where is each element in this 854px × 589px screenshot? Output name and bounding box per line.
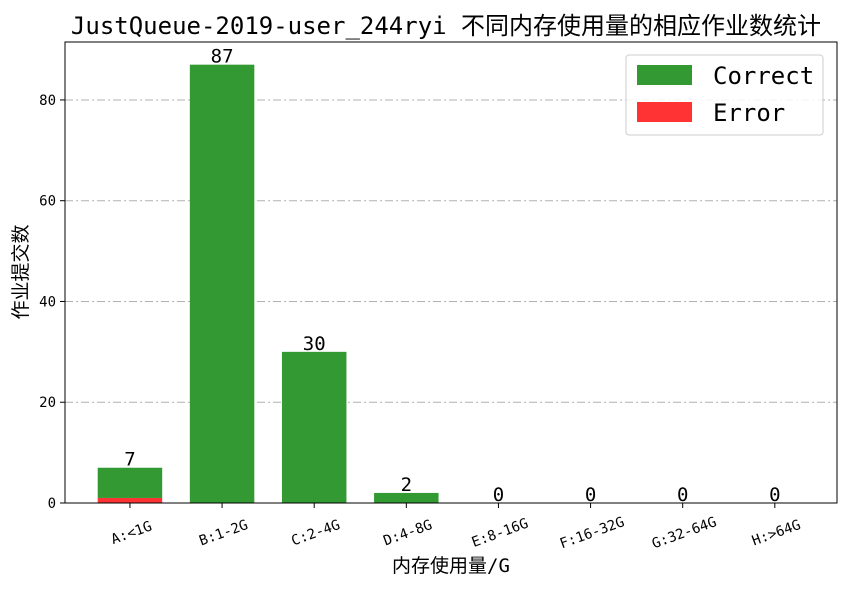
bar-value-label: 2 <box>401 474 412 496</box>
y-tick-label: 40 <box>39 294 56 310</box>
y-axis-ticks: 0 20 40 60 80 <box>39 93 65 512</box>
x-tick-label: G:32-64G <box>650 514 719 552</box>
bar-value-label: 7 <box>124 449 135 471</box>
bar-correct <box>281 351 347 503</box>
bar-value-label: 0 <box>493 484 504 506</box>
bar-value-label: 87 <box>211 46 234 68</box>
bar-correct <box>97 467 163 498</box>
x-tick-label: D:4-8G <box>381 517 434 549</box>
y-tick-label: 60 <box>39 194 56 210</box>
bar-correct <box>189 64 255 504</box>
bar-correct <box>374 492 439 503</box>
legend-label-correct: Correct <box>713 62 814 90</box>
x-tick-label: A:<1G <box>109 519 154 548</box>
x-tick-label: F:16-32G <box>558 514 627 552</box>
y-tick-label: 20 <box>39 395 56 411</box>
legend-swatch-error <box>637 102 692 122</box>
data-labels: 7 87 30 2 0 0 0 0 <box>124 46 780 506</box>
y-axis-label: 作业提交数 <box>10 224 32 319</box>
chart-title: JustQueue-2019-user_244ryi 不同内存使用量的相应作业数… <box>71 12 821 40</box>
plot-frame <box>64 41 838 504</box>
x-tick-label: H:>64G <box>750 517 803 549</box>
x-tick-label: C:2-4G <box>289 517 342 549</box>
bar-error <box>97 497 163 503</box>
y-tick-label: 0 <box>48 496 56 512</box>
x-tick-label: E:8-16G <box>470 516 531 551</box>
bars <box>97 64 439 504</box>
legend-label-error: Error <box>713 99 785 127</box>
legend: Correct Error <box>625 54 824 136</box>
bar-value-label: 0 <box>769 484 780 506</box>
bar-value-label: 0 <box>585 484 596 506</box>
x-tick-label: B:1-2G <box>197 517 250 549</box>
bar-value-label: 0 <box>677 484 688 506</box>
x-axis-label: 内存使用量/G <box>392 555 510 577</box>
y-tick-label: 80 <box>39 93 56 109</box>
legend-swatch-correct <box>637 65 692 85</box>
bar-value-label: 30 <box>303 333 326 355</box>
x-axis-ticks: A:<1G B:1-2G C:2-4G D:4-8G E:8-16G F:16-32G G:… <box>109 503 803 552</box>
grid-lines <box>65 99 837 403</box>
